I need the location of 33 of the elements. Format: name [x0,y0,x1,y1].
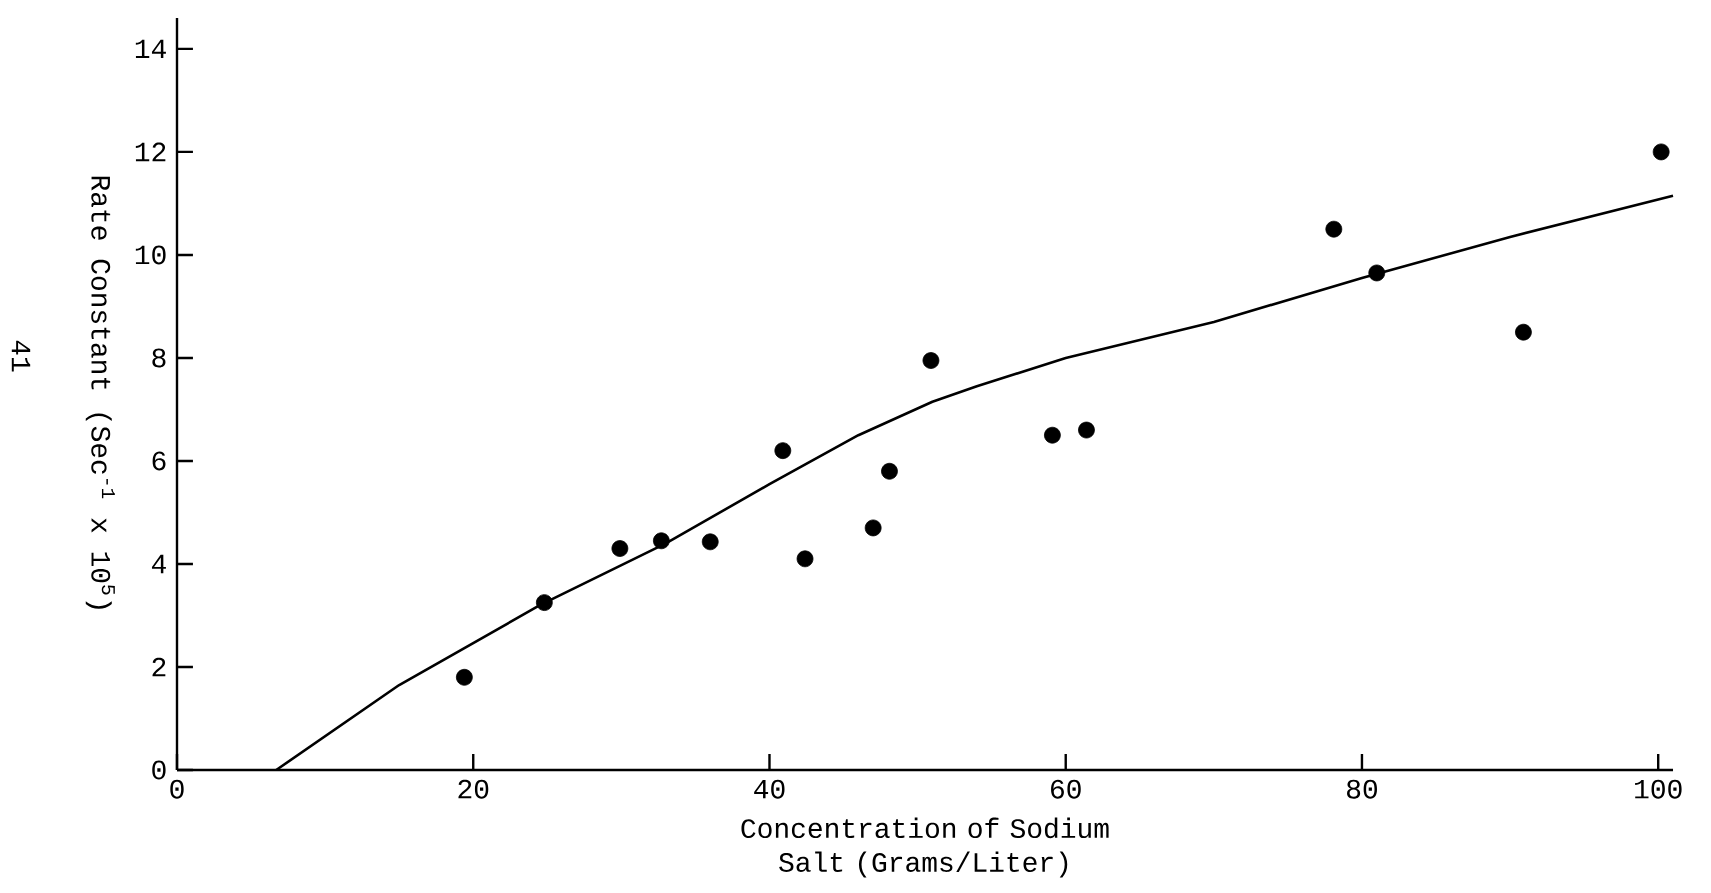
point [652,532,670,550]
point [1652,143,1670,161]
x-tick-label: 60 [1051,779,1081,799]
y-tick-label: 4 [151,554,166,574]
point [701,533,719,551]
x-tick-label: 100 [1635,779,1682,799]
point [455,668,473,686]
y-tick-label: 6 [152,451,166,471]
point [774,442,792,460]
point [1368,264,1386,282]
point [1325,220,1343,238]
y-tick-label: 14 [135,39,166,59]
point [1078,421,1095,439]
y-tick-label: 0 [152,760,166,780]
y-tick-label: 12 [135,142,166,162]
x-tick-label: 0 [170,779,184,799]
point [611,540,629,557]
point [881,462,898,480]
point [1044,426,1061,444]
y-tick-label: 10 [135,245,166,265]
y-tick-label: 2 [152,657,166,677]
point [1515,323,1532,341]
x-tick-label: 80 [1347,779,1377,799]
point [535,594,553,611]
point [864,519,882,537]
x-tick-label: 40 [754,779,785,799]
text: 41 [11,340,31,372]
y-axis-title: Rate Constant (Sec$^{-1}$ x 10$^{5}$) [85,176,115,609]
point [922,352,940,369]
point [796,550,814,568]
x-tick-label: 20 [458,779,489,799]
x-axis-title: Concentration of Sodium Salt (Grams/Liter) [741,817,1109,878]
y-tick-label: 8 [152,348,166,368]
